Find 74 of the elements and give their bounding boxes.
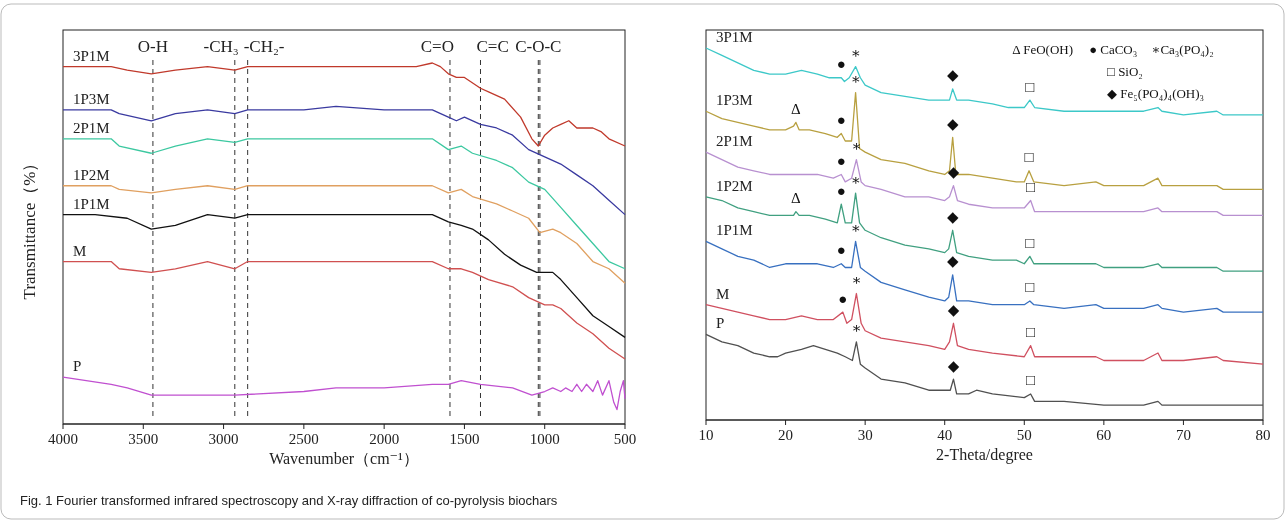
x-tick-label: 3500: [128, 431, 159, 447]
x-tick-label: 1500: [449, 431, 480, 447]
x-axis-title: Wavenumber（cm⁻¹）: [269, 450, 419, 467]
annotation: ◆: [947, 357, 960, 374]
y-axis-title: Transmittance（%）: [20, 154, 39, 300]
annotation: Δ FeO(OH): [1012, 42, 1074, 57]
annotation: ●: [836, 152, 846, 169]
x-tick-label: 20: [778, 427, 794, 443]
ref-line-label: O-H: [137, 37, 169, 56]
x-tick-label: 10: [698, 427, 714, 443]
annotation: ∗: [850, 71, 861, 88]
annotation: ∗: [850, 45, 861, 62]
annotation: □: [1026, 372, 1036, 389]
x-tick-label: 4000: [48, 431, 78, 447]
annotation: □: [1026, 324, 1036, 341]
x-tick-label: 30: [857, 427, 873, 443]
annotation: ◆: [947, 301, 960, 318]
x-tick-label: 1000: [529, 431, 560, 447]
annotation: ◆: [946, 208, 959, 225]
ref-line-label: C=O: [420, 37, 454, 56]
series-label: P: [716, 315, 725, 332]
series-label: 1P1M: [716, 222, 753, 239]
annotation: ◆: [947, 164, 960, 181]
series-label: 2P1M: [716, 133, 753, 150]
annotation: □: [1025, 279, 1035, 296]
series-label: 3P1M: [73, 47, 110, 64]
series-label: 1P3M: [73, 90, 110, 107]
annotation: □: [1025, 78, 1035, 95]
annotation: □: [1024, 149, 1034, 166]
annotation: Δ: [791, 190, 802, 207]
annotation: ● CaCO₃: [1089, 42, 1138, 57]
series-label: M: [716, 285, 730, 302]
ref-line-label: C=C: [476, 37, 509, 56]
series-label: 2P1M: [73, 119, 110, 136]
annotation: ●: [838, 290, 848, 307]
annotation: ◆: [946, 67, 959, 84]
annotation: ●: [836, 56, 846, 73]
annotation: ◆: [946, 115, 959, 132]
series-label: 1P1M: [73, 195, 110, 212]
annotation: □: [1026, 178, 1036, 195]
series-label: 1P2M: [716, 177, 753, 194]
ref-line-label: -CH₃: [203, 37, 239, 56]
x-tick-label: 500: [613, 431, 637, 447]
x-tick-label: 70: [1175, 427, 1191, 443]
x-tick-label: 50: [1016, 427, 1032, 443]
annotation: ●: [836, 242, 846, 259]
annotation: ∗: [851, 271, 862, 288]
series-label: 1P2M: [73, 166, 110, 183]
annotation: ●: [836, 182, 846, 199]
ref-line-label: -CH₂-: [243, 37, 285, 56]
annotation: ∗Ca₃(PO₄)₂: [1151, 42, 1214, 57]
x-tick-label: 80: [1255, 427, 1271, 443]
series-label: 1P3M: [716, 92, 753, 109]
annotation: □: [1025, 234, 1035, 251]
annotation: ●: [836, 112, 846, 128]
series-label: 3P1M: [716, 29, 753, 45]
series-label: P: [73, 358, 82, 375]
annotation: ∗: [851, 320, 862, 337]
x-tick-label: 3000: [208, 431, 239, 447]
x-tick-label: 2000: [369, 431, 400, 447]
x-tick-label: 60: [1096, 427, 1112, 443]
annotation: ∗: [850, 171, 861, 188]
annotation: □ SiO₂: [1107, 64, 1143, 79]
series-label: M: [73, 242, 87, 259]
x-tick-label: 2500: [288, 431, 319, 447]
annotation: ◆: [946, 253, 959, 270]
x-axis-title: 2-Theta/degree: [936, 446, 1033, 464]
annotation: Δ: [791, 100, 802, 117]
annotation: ∗: [851, 138, 862, 155]
x-tick-label: 40: [937, 427, 953, 443]
ref-line-label: C-O-C: [515, 37, 562, 56]
annotation: ◆ Fe₅(PO₄)₄(OH)₃: [1107, 86, 1205, 101]
annotation: ∗: [850, 219, 861, 236]
caption: Fig. 1 Fourier transformed infrared spectroscopy and X-ray diffraction of co-pyrolysis biochars: [20, 493, 558, 508]
